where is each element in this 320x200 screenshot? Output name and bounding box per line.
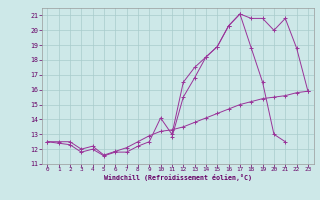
X-axis label: Windchill (Refroidissement éolien,°C): Windchill (Refroidissement éolien,°C): [104, 174, 252, 181]
